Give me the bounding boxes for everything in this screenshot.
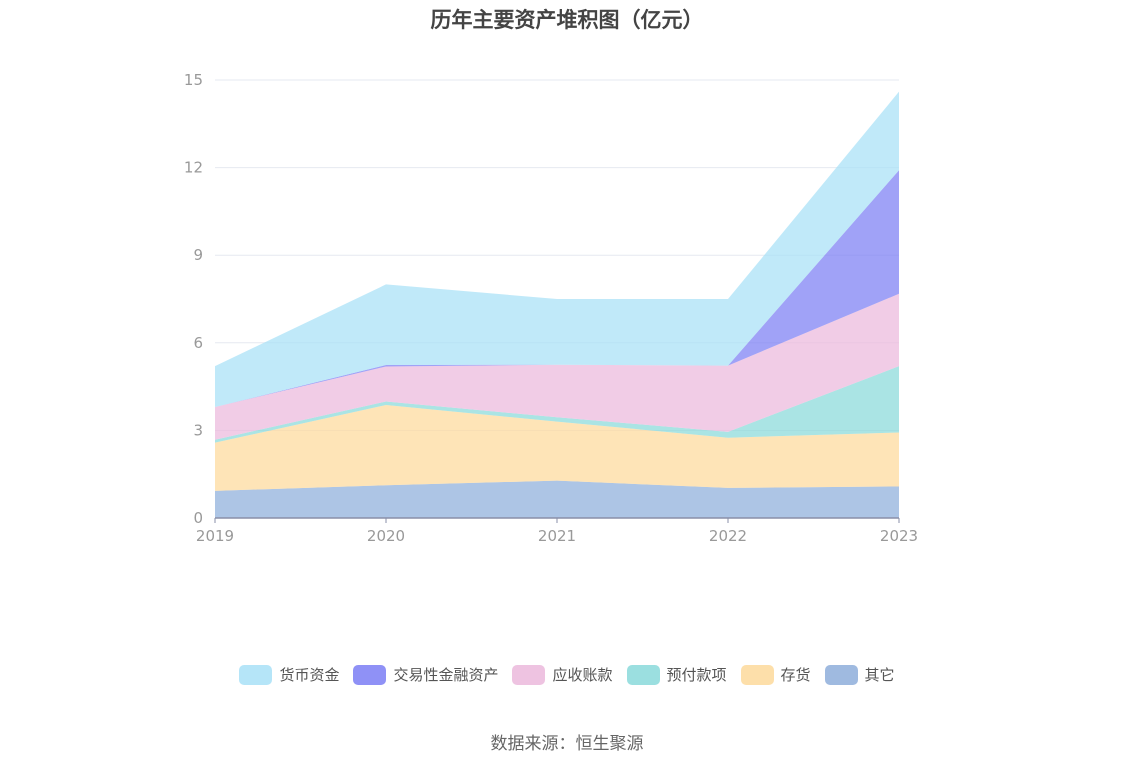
legend-swatch [239, 664, 273, 685]
x-tick-label: 2019 [196, 527, 234, 545]
y-tick-label: 12 [184, 159, 203, 177]
x-tick-label: 2022 [709, 527, 747, 545]
legend-label: 其它 [864, 666, 895, 684]
y-tick-label: 9 [193, 246, 203, 264]
legend-label: 应收账款 [552, 666, 613, 684]
legend-swatch [512, 664, 546, 685]
data-source: 数据来源：恒生聚源 [490, 734, 644, 754]
chart-legend: 货币资金 交易性金融资产 应收账款 预付款项 存货 其它 [0, 664, 1134, 685]
legend-label: 存货 [780, 666, 811, 684]
area-series-3 [215, 293, 899, 440]
legend-label: 交易性金融资产 [393, 666, 499, 684]
y-tick-label: 15 [184, 71, 203, 89]
y-tick-label: 0 [193, 509, 203, 527]
stacked-area-chart: 0 3 6 9 12 15 2019 2020 2021 2022 2023 [184, 71, 918, 545]
legend-label: 预付款项 [666, 666, 727, 684]
chart-title: 历年主要资产堆积图（亿元） [430, 8, 704, 32]
x-tick-label: 2021 [538, 527, 576, 545]
legend-item[interactable]: 存货 [740, 664, 811, 685]
area-series-1 [215, 404, 899, 491]
legend-item[interactable]: 交易性金融资产 [353, 664, 498, 685]
legend-swatch [824, 664, 858, 685]
area-series-5 [215, 91, 899, 408]
y-tick-label: 3 [193, 421, 203, 439]
legend-label: 货币资金 [279, 666, 340, 684]
legend-item[interactable]: 其它 [824, 664, 895, 685]
x-tick-label: 2023 [880, 527, 918, 545]
x-tick-label: 2020 [367, 527, 405, 545]
legend-swatch [740, 664, 774, 685]
legend-item[interactable]: 预付款项 [626, 664, 727, 685]
legend-item[interactable]: 货币资金 [239, 664, 339, 685]
legend-swatch [626, 664, 660, 685]
legend-item[interactable]: 应收账款 [512, 664, 613, 685]
area-series-0 [215, 480, 899, 518]
y-tick-label: 6 [193, 334, 203, 352]
legend-swatch [353, 664, 387, 685]
